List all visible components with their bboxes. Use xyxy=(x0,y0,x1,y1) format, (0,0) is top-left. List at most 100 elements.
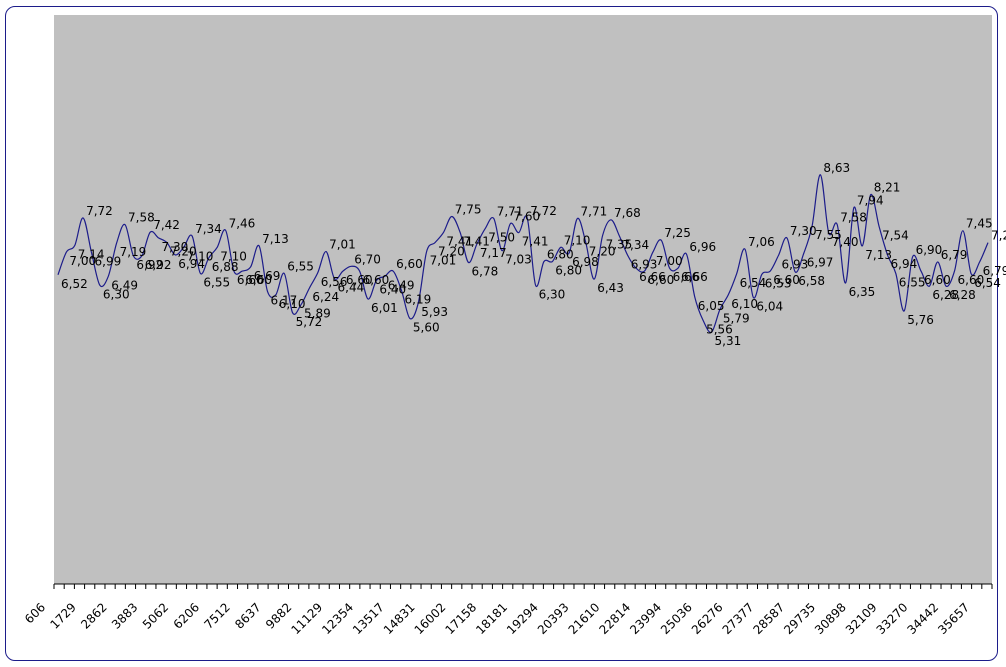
data-label: 7,71 xyxy=(581,204,608,218)
x-tick-label: 32109 xyxy=(843,600,880,637)
data-label: 6,66 xyxy=(681,270,708,284)
data-label: 7,34 xyxy=(195,222,222,236)
x-tick-label: 19294 xyxy=(504,600,541,637)
series-group xyxy=(57,174,989,334)
x-tick-label: 3883 xyxy=(109,600,140,631)
data-label: 7,01 xyxy=(329,238,356,252)
data-label: 6,92 xyxy=(145,258,172,272)
data-label: 6,60 xyxy=(773,273,800,287)
data-label: 7,20 xyxy=(438,245,465,259)
x-tick-label: 12354 xyxy=(319,600,356,637)
data-label: 6,54 xyxy=(740,276,767,290)
data-label: 6,66 xyxy=(673,270,700,284)
data-label: 6,55 xyxy=(203,275,230,289)
data-label: 7,10 xyxy=(564,233,591,247)
data-label: 6,99 xyxy=(95,255,122,269)
data-label: 6,60 xyxy=(363,273,390,287)
data-label: 7,13 xyxy=(865,248,892,262)
data-label: 7,30 xyxy=(162,240,189,254)
data-label: 6,93 xyxy=(782,257,809,271)
data-label: 7,10 xyxy=(220,249,247,263)
data-label: 7,20 xyxy=(991,229,1006,243)
data-label: 7,72 xyxy=(530,204,557,218)
data-label: 7,14 xyxy=(78,247,105,261)
data-label: 8,63 xyxy=(823,161,850,175)
data-label: 7,60 xyxy=(513,210,540,224)
data-label: 7,41 xyxy=(522,235,549,249)
x-axis-ticks xyxy=(53,584,993,589)
data-label: 7,68 xyxy=(614,206,641,220)
data-label: 7,34 xyxy=(622,238,649,252)
data-label: 6,66 xyxy=(639,270,666,284)
data-label: 6,30 xyxy=(539,287,566,301)
x-tick-label: 606 xyxy=(22,600,48,626)
data-label: 6,53 xyxy=(765,276,792,290)
data-label: 6,04 xyxy=(756,300,783,314)
data-label: 6,05 xyxy=(698,299,725,313)
data-label: 7,10 xyxy=(187,249,214,263)
data-label: 6,98 xyxy=(572,255,599,269)
data-label: 7,45 xyxy=(966,217,993,231)
data-label: 5,76 xyxy=(907,313,934,327)
data-label: 7,41 xyxy=(463,235,490,249)
x-tick-label: 30898 xyxy=(812,600,849,637)
data-label: 6,01 xyxy=(371,301,398,315)
data-label: 7,20 xyxy=(589,245,616,259)
data-label: 6,96 xyxy=(689,240,716,254)
data-label: 7,01 xyxy=(430,254,457,268)
data-label: 6,49 xyxy=(111,278,138,292)
data-label: 6,92 xyxy=(136,258,163,272)
data-label: 7,03 xyxy=(505,253,532,267)
data-label: 6,30 xyxy=(103,287,130,301)
data-label: 6,60 xyxy=(237,273,264,287)
data-label: 5,93 xyxy=(421,305,448,319)
data-label: 7,54 xyxy=(882,229,909,243)
x-tick-label: 21610 xyxy=(566,600,603,637)
data-label: 6,79 xyxy=(941,248,968,262)
data-label: 6,78 xyxy=(472,265,499,279)
x-tick-label: 26276 xyxy=(689,600,726,637)
data-label: 5,79 xyxy=(723,312,750,326)
x-tick-label: 20393 xyxy=(535,600,572,637)
data-label: 6,35 xyxy=(849,285,876,299)
data-label: 7,00 xyxy=(656,254,683,268)
x-tick-label: 25036 xyxy=(658,600,695,637)
data-label: 7,46 xyxy=(229,216,256,230)
data-label: 8,21 xyxy=(874,181,901,195)
data-label: 6,94 xyxy=(891,257,918,271)
x-tick-label: 8637 xyxy=(232,600,263,631)
data-label: 6,90 xyxy=(916,243,943,257)
data-labels: 6,527,007,147,726,996,306,497,197,586,92… xyxy=(61,161,1006,348)
x-tick-labels: 606 1729 2862 3883 5062 6206 7512 8637 988211129… xyxy=(22,600,972,637)
data-label: 6,93 xyxy=(631,257,658,271)
data-label: 6,79 xyxy=(983,264,1006,278)
series-line xyxy=(57,174,989,334)
data-label: 6,52 xyxy=(61,277,88,291)
data-label: 6,24 xyxy=(312,290,339,304)
data-label: 6,54 xyxy=(974,276,1001,290)
data-label: 7,50 xyxy=(488,230,515,244)
x-tick-label: 34442 xyxy=(904,600,941,637)
data-label: 6,28 xyxy=(932,288,959,302)
data-label: 7,25 xyxy=(664,226,691,240)
x-tick-label: 35657 xyxy=(935,600,972,637)
data-label: 5,60 xyxy=(413,321,440,335)
data-label: 7,94 xyxy=(857,194,884,208)
data-label: 6,17 xyxy=(271,293,298,307)
data-label: 6,10 xyxy=(279,297,306,311)
data-label: 6,58 xyxy=(798,274,825,288)
data-label: 7,20 xyxy=(170,245,197,259)
data-label: 6,60 xyxy=(396,257,423,271)
x-tick-label: 14831 xyxy=(381,600,418,637)
data-label: 6,69 xyxy=(254,269,281,283)
x-tick-label: 27377 xyxy=(720,600,757,637)
x-tick-label: 6206 xyxy=(171,600,202,631)
x-tick-label: 11129 xyxy=(288,600,325,637)
x-tick-label: 2862 xyxy=(78,600,109,631)
data-label: 6,55 xyxy=(287,259,314,273)
data-label: 7,30 xyxy=(790,224,817,238)
data-label: 7,55 xyxy=(815,228,842,242)
data-label: 6,97 xyxy=(807,256,834,270)
data-label: 7,58 xyxy=(840,211,867,225)
x-tick-label: 1729 xyxy=(47,600,78,631)
